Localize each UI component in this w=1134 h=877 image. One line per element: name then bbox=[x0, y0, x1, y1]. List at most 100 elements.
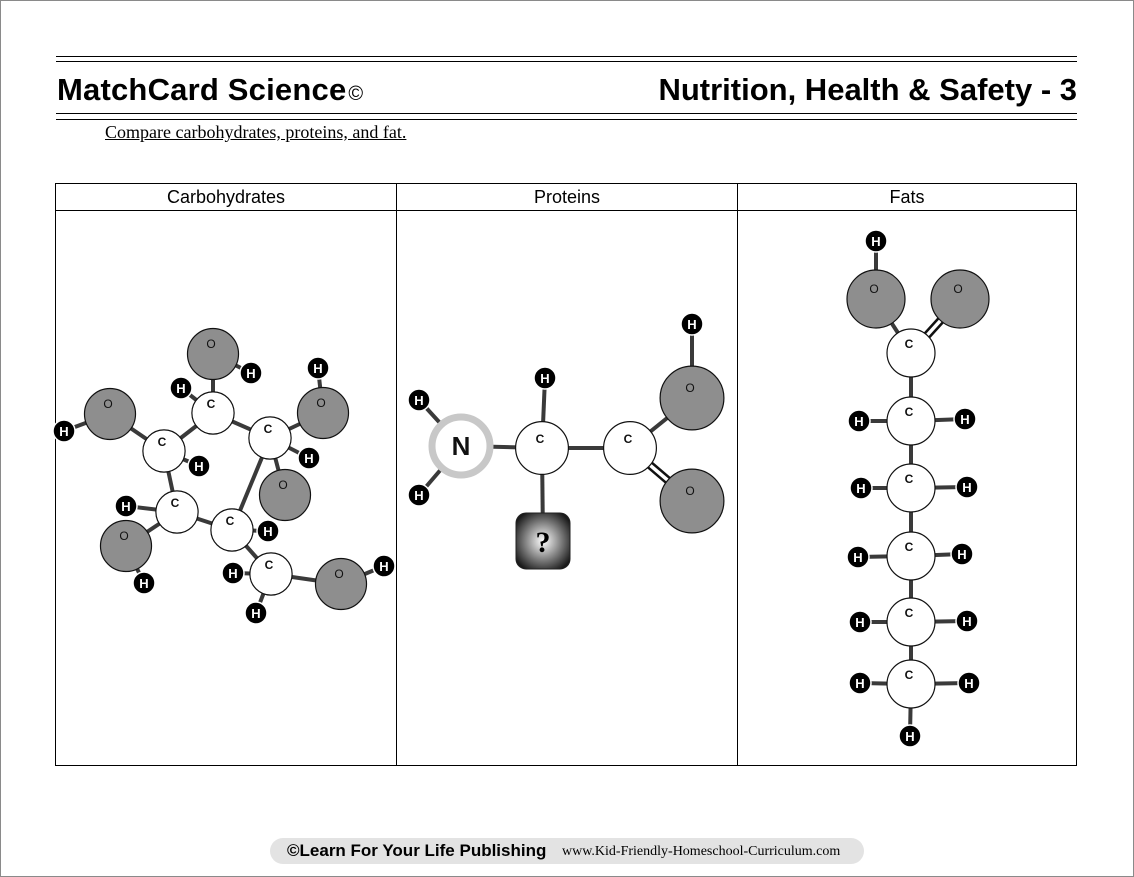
hydrogen-atom bbox=[680, 312, 704, 336]
hydrogen-label: H bbox=[263, 524, 272, 539]
carbon-label: C bbox=[265, 558, 274, 572]
hydrogen-label: H bbox=[194, 459, 203, 474]
hydrogen-label: H bbox=[540, 371, 549, 386]
oxygen-label: O bbox=[685, 484, 694, 498]
oxygen-label: O bbox=[119, 529, 128, 543]
hydrogen-label: H bbox=[304, 451, 313, 466]
carbon-label: C bbox=[905, 472, 914, 486]
hydrogen-atom bbox=[848, 610, 872, 634]
hydrogen-atom bbox=[864, 229, 888, 253]
carbon-atom bbox=[886, 328, 936, 378]
hydrogen-atom bbox=[953, 407, 977, 431]
hydrogen-atom bbox=[297, 446, 321, 470]
carbon-atom bbox=[886, 531, 936, 581]
unit-title: Nutrition, Health & Safety - 3 bbox=[658, 72, 1077, 107]
carbon-atom bbox=[886, 659, 936, 709]
oxygen-label: O bbox=[334, 567, 343, 581]
header-rule-top bbox=[56, 56, 1077, 57]
hydrogen-label: H bbox=[854, 414, 863, 429]
carbon-atom bbox=[142, 429, 186, 473]
carbon-label: C bbox=[264, 422, 273, 436]
oxygen-atom bbox=[258, 468, 312, 522]
hydrogen-label: H bbox=[871, 234, 880, 249]
unknown-side-chain-label: ? bbox=[536, 526, 551, 559]
hydrogen-atom bbox=[848, 671, 872, 695]
oxygen-atom bbox=[846, 269, 906, 329]
hydrogen-atom bbox=[955, 475, 979, 499]
column-heading-carbohydrates: Carbohydrates bbox=[166, 187, 286, 207]
hydrogen-label: H bbox=[246, 366, 255, 381]
hydrogen-label: H bbox=[962, 614, 971, 629]
website-url[interactable]: www.Kid-Friendly-Homeschool-Curriculum.c… bbox=[562, 844, 841, 859]
hydrogen-label: H bbox=[855, 676, 864, 691]
hydrogen-atom bbox=[407, 483, 431, 507]
hydrogen-label: H bbox=[960, 412, 969, 427]
oxygen-label: O bbox=[206, 337, 215, 351]
oxygen-label: O bbox=[953, 282, 962, 296]
hydrogen-label: H bbox=[121, 499, 130, 514]
carbon-label: C bbox=[905, 337, 914, 351]
carbon-label: C bbox=[171, 496, 180, 510]
brand-title: MatchCard Science © bbox=[57, 72, 364, 107]
hydrogen-label: H bbox=[176, 381, 185, 396]
carbon-label: C bbox=[905, 668, 914, 682]
oxygen-atom bbox=[296, 386, 350, 440]
carbon-label: C bbox=[226, 514, 235, 528]
header-rule-top-2 bbox=[56, 61, 1077, 62]
hydrogen-label: H bbox=[853, 550, 862, 565]
comparison-table: Carbohydrates Proteins Fats bbox=[55, 183, 1077, 766]
hydrogen-atom bbox=[239, 361, 263, 385]
carbon-atom bbox=[191, 391, 235, 435]
carbon-atom bbox=[886, 597, 936, 647]
column-heading-proteins: Proteins bbox=[533, 187, 601, 207]
oxygen-atom bbox=[930, 269, 990, 329]
hydrogen-atom bbox=[955, 609, 979, 633]
footer-bar bbox=[270, 838, 864, 864]
carbon-label: C bbox=[905, 606, 914, 620]
oxygen-label: O bbox=[103, 397, 112, 411]
hydrogen-atom bbox=[849, 476, 873, 500]
carbon-label: C bbox=[158, 435, 167, 449]
hydrogen-atom bbox=[846, 545, 870, 569]
hydrogen-label: H bbox=[957, 547, 966, 562]
hydrogen-label: H bbox=[964, 676, 973, 691]
carbon-atom bbox=[514, 421, 569, 476]
carbon-atom bbox=[155, 490, 199, 534]
hydrogen-label: H bbox=[414, 393, 423, 408]
hydrogen-atom bbox=[132, 571, 156, 595]
oxygen-atom bbox=[314, 557, 368, 611]
hydrogen-atom bbox=[372, 554, 396, 578]
oxygen-label: O bbox=[685, 381, 694, 395]
hydrogen-label: H bbox=[687, 317, 696, 332]
brand-copyright-mark: © bbox=[348, 83, 364, 105]
carbon-label: C bbox=[536, 432, 545, 446]
oxygen-atom bbox=[186, 327, 240, 381]
carbon-atom bbox=[249, 552, 293, 596]
hydrogen-atom bbox=[256, 519, 280, 543]
oxygen-label: O bbox=[316, 396, 325, 410]
hydrogen-label: H bbox=[962, 480, 971, 495]
carbon-label: C bbox=[905, 540, 914, 554]
hydrogen-label: H bbox=[855, 615, 864, 630]
carbon-atom bbox=[602, 421, 657, 476]
instructions: Compare carbohydrates, proteins, and fat… bbox=[105, 122, 407, 142]
carbon-atom bbox=[210, 508, 254, 552]
hydrogen-label: H bbox=[414, 488, 423, 503]
oxygen-label: O bbox=[278, 478, 287, 492]
column-divider bbox=[396, 184, 397, 765]
hydrogen-label: H bbox=[856, 481, 865, 496]
oxygen-label: O bbox=[869, 282, 878, 296]
carbon-label: C bbox=[624, 432, 633, 446]
carbon-atom bbox=[248, 416, 292, 460]
oxygen-atom bbox=[99, 519, 153, 573]
carbon-atom bbox=[886, 396, 936, 446]
header-rule-bottom bbox=[56, 113, 1077, 114]
hydrogen-atom bbox=[407, 388, 431, 412]
carbon-label: C bbox=[207, 397, 216, 411]
hydrogen-atom bbox=[950, 542, 974, 566]
hydrogen-label: H bbox=[228, 566, 237, 581]
hydrogen-label: H bbox=[379, 559, 388, 574]
hydrogen-atom bbox=[898, 724, 922, 748]
nitrogen-label: N bbox=[452, 431, 471, 461]
oxygen-atom bbox=[659, 468, 725, 534]
